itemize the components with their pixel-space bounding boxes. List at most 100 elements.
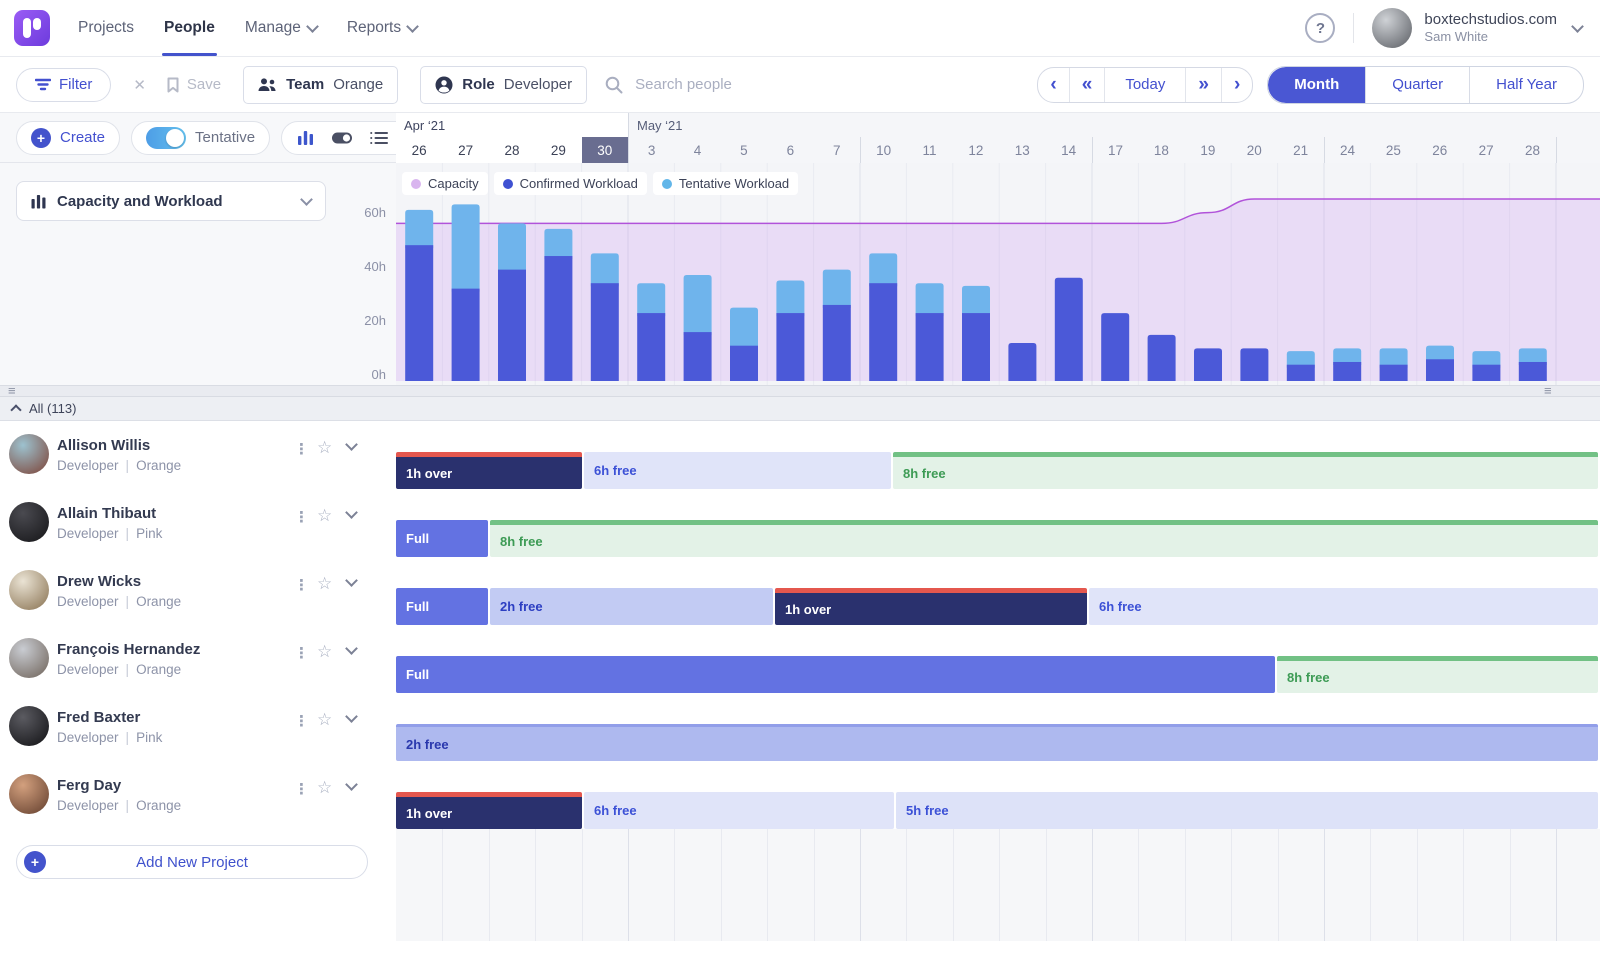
star-icon[interactable]: ☆ — [317, 506, 333, 525]
date-cell[interactable]: 6 — [767, 137, 814, 163]
chevron-down-icon[interactable] — [1571, 19, 1584, 33]
schedule-bar-over[interactable]: 1h over — [775, 588, 1087, 625]
person-name[interactable]: François Hernandez — [57, 641, 201, 658]
account-info[interactable]: boxtechstudios.com Sam White — [1424, 11, 1557, 46]
expand-chevron-icon[interactable] — [345, 438, 358, 451]
timeline-scrollbar-handle-left[interactable]: ≡ — [8, 383, 16, 398]
date-cell[interactable]: 3 — [627, 137, 675, 163]
nav-item-people[interactable]: People — [162, 0, 217, 56]
star-icon[interactable]: ☆ — [317, 778, 333, 797]
nav-item-reports[interactable]: Reports — [347, 0, 419, 56]
tentative-toggle-pill[interactable]: Tentative — [131, 120, 271, 155]
date-cell[interactable]: 20 — [1231, 137, 1278, 163]
expand-chevron-icon[interactable] — [345, 778, 358, 791]
add-new-project-button[interactable]: + Add New Project — [16, 845, 368, 879]
expand-chevron-icon[interactable] — [345, 506, 358, 519]
date-cell[interactable]: 25 — [1370, 137, 1417, 163]
account-avatar[interactable] — [1372, 8, 1413, 48]
date-cell[interactable]: 26 — [1416, 137, 1463, 163]
next-page-button[interactable]: » — [1185, 67, 1221, 102]
date-cell[interactable]: 21 — [1277, 137, 1324, 163]
schedule-bar-free-mid[interactable]: 2h free — [490, 588, 773, 625]
schedule-bar-green[interactable]: 8h free — [1277, 656, 1598, 693]
star-icon[interactable]: ☆ — [317, 642, 333, 661]
schedule-bar-free-alt[interactable]: 5h free — [896, 792, 1598, 829]
timeline-scrollbar-handle-right[interactable]: ≡ — [1544, 383, 1552, 398]
save-button[interactable]: Save — [166, 76, 221, 93]
team-filter-chip[interactable]: Team Orange — [243, 65, 399, 104]
today-button[interactable]: Today — [1104, 67, 1185, 102]
expand-chevron-icon[interactable] — [345, 642, 358, 655]
schedule-bar-free[interactable]: 6h free — [584, 452, 891, 489]
view-halfyear-button[interactable]: Half Year — [1469, 66, 1583, 103]
kebab-menu-icon[interactable]: ⋮ — [294, 781, 309, 798]
next-day-button[interactable]: › — [1220, 67, 1252, 102]
person-name[interactable]: Allain Thibaut — [57, 505, 157, 522]
help-icon[interactable]: ? — [1305, 13, 1336, 43]
view-month-button[interactable]: Month — [1268, 66, 1366, 103]
search-input[interactable] — [633, 75, 878, 94]
schedule-bar-free[interactable]: 6h free — [1089, 588, 1598, 625]
person-name[interactable]: Drew Wicks — [57, 573, 142, 590]
schedule-bar-green[interactable]: 8h free — [893, 452, 1598, 489]
star-icon[interactable]: ☆ — [317, 574, 333, 593]
view-quarter-button[interactable]: Quarter — [1365, 66, 1469, 103]
nav-item-projects[interactable]: Projects — [78, 0, 134, 56]
date-cell[interactable]: 29 — [535, 137, 582, 163]
date-cell[interactable]: 28 — [488, 137, 536, 163]
kebab-menu-icon[interactable]: ⋮ — [294, 713, 309, 730]
person-avatar[interactable] — [9, 502, 49, 542]
person-name[interactable]: Allison Willis — [57, 437, 151, 454]
expand-chevron-icon[interactable] — [345, 710, 358, 723]
date-cell[interactable]: 7 — [813, 137, 860, 163]
date-cell[interactable]: 30 — [581, 137, 628, 163]
expand-chevron-icon[interactable] — [345, 574, 358, 587]
chart-mode-icon[interactable] — [297, 130, 314, 146]
star-icon[interactable]: ☆ — [317, 710, 333, 729]
person-avatar[interactable] — [9, 774, 49, 814]
schedule-bar-free[interactable]: 6h free — [584, 792, 894, 829]
kebab-menu-icon[interactable]: ⋮ — [294, 577, 309, 594]
toggle-mode-icon[interactable] — [331, 130, 353, 146]
schedule-bar-over[interactable]: 1h over — [396, 452, 582, 489]
brand-logo-icon[interactable] — [14, 10, 50, 46]
schedule-bar-full[interactable]: Full — [396, 520, 488, 557]
date-cell[interactable]: 14 — [1045, 137, 1092, 163]
person-avatar[interactable] — [9, 706, 49, 746]
date-cell[interactable]: 5 — [720, 137, 768, 163]
group-header-all[interactable]: All (113) — [0, 397, 1600, 421]
nav-item-manage[interactable]: Manage — [245, 0, 319, 56]
star-icon[interactable]: ☆ — [317, 438, 333, 457]
legend-item[interactable]: Tentative Workload — [652, 172, 799, 195]
date-cell[interactable]: 12 — [952, 137, 1000, 163]
schedule-bar-free-deep[interactable]: 2h free — [396, 724, 1598, 761]
date-cell[interactable]: 28 — [1509, 137, 1556, 163]
kebab-menu-icon[interactable]: ⋮ — [294, 441, 309, 458]
date-cell[interactable]: 11 — [906, 137, 953, 163]
chart-view-select[interactable]: Capacity and Workload — [16, 181, 326, 221]
person-avatar[interactable] — [9, 638, 49, 678]
create-button[interactable]: + Create — [16, 120, 121, 155]
role-filter-chip[interactable]: Role Developer — [420, 65, 588, 104]
date-cell[interactable]: 4 — [674, 137, 721, 163]
person-avatar[interactable] — [9, 434, 49, 474]
date-cell[interactable]: 27 — [442, 137, 489, 163]
prev-day-button[interactable]: ‹ — [1050, 74, 1057, 95]
legend-item[interactable]: Confirmed Workload — [493, 172, 647, 195]
prev-page-button[interactable]: « — [1068, 67, 1105, 102]
date-cell[interactable]: 17 — [1091, 137, 1139, 163]
kebab-menu-icon[interactable]: ⋮ — [294, 509, 309, 526]
filter-button[interactable]: Filter — [16, 67, 112, 102]
person-avatar[interactable] — [9, 570, 49, 610]
tentative-toggle[interactable] — [146, 126, 187, 149]
list-mode-icon[interactable] — [370, 130, 389, 146]
legend-item[interactable]: Capacity — [402, 172, 488, 195]
date-cell[interactable]: 27 — [1462, 137, 1510, 163]
kebab-menu-icon[interactable]: ⋮ — [294, 645, 309, 662]
date-cell[interactable]: 18 — [1138, 137, 1185, 163]
schedule-bar-over[interactable]: 1h over — [396, 792, 582, 829]
date-cell[interactable]: 19 — [1184, 137, 1232, 163]
date-cell[interactable]: 26 — [396, 137, 443, 163]
person-name[interactable]: Fred Baxter — [57, 709, 141, 726]
person-name[interactable]: Ferg Day — [57, 777, 122, 794]
